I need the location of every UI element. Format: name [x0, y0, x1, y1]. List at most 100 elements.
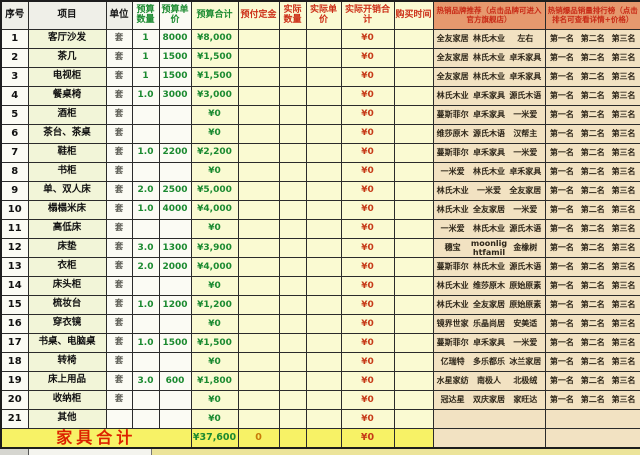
rank-link[interactable]: 第一名	[549, 33, 574, 43]
buy-time-cell[interactable]	[393, 199, 434, 220]
row-index-cell[interactable]: 16	[0, 313, 29, 334]
budget-total-cell[interactable]: ¥8,000	[190, 28, 239, 49]
brand-link[interactable]: 维莎原木	[436, 128, 469, 138]
brand-link[interactable]: 全友家居	[436, 33, 469, 43]
budget-qty-cell[interactable]	[131, 351, 160, 372]
sales-rank-cell[interactable]: 第一名 第二名 第三名	[544, 237, 640, 258]
unit-cell[interactable]: 套	[105, 85, 133, 106]
sales-rank-cell[interactable]: 第一名 第二名 第三名	[544, 142, 640, 163]
sales-rank-cell[interactable]: 第一名 第二名 第三名	[544, 123, 640, 144]
budget-qty-cell[interactable]: 1.0	[131, 332, 160, 353]
actual-price-cell[interactable]	[305, 389, 342, 410]
budget-qty-cell[interactable]: 1	[131, 28, 160, 49]
header-index[interactable]: 序号	[0, 0, 29, 30]
budget-qty-cell[interactable]	[131, 275, 160, 296]
budget-price-cell[interactable]: 1500	[158, 47, 192, 68]
brand-recommend-cell[interactable]: 林氏木业 全友家居 一米爱	[432, 199, 546, 220]
brand-recommend-cell[interactable]: 冠达星 双庆家居 家旺达	[432, 389, 546, 410]
sales-rank-cell[interactable]: 第一名 第二名 第三名	[544, 180, 640, 201]
budget-qty-cell[interactable]	[131, 123, 160, 144]
brand-link[interactable]: 南极人	[476, 376, 501, 386]
actual-total-cell[interactable]: ¥0	[340, 104, 395, 125]
footer-actual-total-cell[interactable]: ¥0	[340, 427, 395, 449]
header-buy-time[interactable]: 购买时间	[393, 0, 434, 30]
budget-total-cell[interactable]: ¥1,200	[190, 294, 239, 315]
actual-price-cell[interactable]	[305, 313, 342, 334]
rank-link[interactable]: 第一名	[549, 128, 574, 138]
buy-time-cell[interactable]	[393, 142, 434, 163]
buy-time-cell[interactable]	[393, 85, 434, 106]
rank-link[interactable]: 第三名	[611, 376, 636, 386]
rank-link[interactable]: 第三名	[611, 71, 636, 81]
header-actual-price[interactable]: 实际单价	[305, 0, 342, 30]
unit-cell[interactable]: 套	[105, 275, 133, 296]
actual-total-cell[interactable]: ¥0	[340, 47, 395, 68]
row-index-cell[interactable]: 3	[0, 66, 29, 87]
header-sales-ranking[interactable]: 热销爆品销量排行榜（点击排名可查看详情+价格）	[544, 0, 640, 30]
unit-cell[interactable]	[105, 408, 133, 429]
actual-total-cell[interactable]: ¥0	[340, 66, 395, 87]
brand-link[interactable]: 蔓斯菲尔	[436, 109, 469, 119]
rank-link[interactable]: 第三名	[611, 281, 636, 291]
rank-link[interactable]: 第三名	[611, 243, 636, 253]
row-index-cell[interactable]: 4	[0, 85, 29, 106]
rank-link[interactable]: 第一名	[549, 338, 574, 348]
actual-total-cell[interactable]: ¥0	[340, 313, 395, 334]
deposit-cell[interactable]	[237, 237, 280, 258]
brand-recommend-cell[interactable]: 一米爱 林氏木业 源氏木语	[432, 218, 546, 239]
item-name-cell[interactable]: 茶几	[27, 47, 107, 68]
item-name-cell[interactable]: 书柜	[27, 161, 107, 182]
actual-qty-cell[interactable]	[278, 408, 307, 429]
brand-recommend-cell[interactable]: 林氏木业 一米爱 全友家居	[432, 180, 546, 201]
budget-total-cell[interactable]: ¥1,500	[190, 47, 239, 68]
rank-link[interactable]: 第二名	[580, 243, 605, 253]
rank-link[interactable]: 第三名	[611, 90, 636, 100]
brand-recommend-cell[interactable]: 一米爱 林氏木业 卓禾家具	[432, 161, 546, 182]
brand-recommend-cell[interactable]: 林氏木业 维莎原木 原始原素	[432, 275, 546, 296]
actual-price-cell[interactable]	[305, 294, 342, 315]
budget-price-cell[interactable]	[158, 351, 192, 372]
budget-price-cell[interactable]: 2000	[158, 256, 192, 277]
rank-link[interactable]: 第三名	[611, 128, 636, 138]
rank-link[interactable]: 第三名	[611, 147, 636, 157]
budget-total-cell[interactable]: ¥0	[190, 313, 239, 334]
actual-total-cell[interactable]: ¥0	[340, 408, 395, 429]
rank-link[interactable]: 第二名	[580, 52, 605, 62]
sales-rank-cell[interactable]: 第一名 第二名 第三名	[544, 256, 640, 277]
row-index-cell[interactable]: 5	[0, 104, 29, 125]
budget-price-cell[interactable]: 1500	[158, 66, 192, 87]
buy-time-cell[interactable]	[393, 161, 434, 182]
rank-link[interactable]: 第二名	[580, 300, 605, 310]
deposit-cell[interactable]	[237, 389, 280, 410]
buy-time-cell[interactable]	[393, 28, 434, 49]
brand-link[interactable]: 左右	[517, 33, 534, 43]
budget-total-cell[interactable]: ¥1,500	[190, 66, 239, 87]
rank-link[interactable]: 第三名	[611, 300, 636, 310]
item-name-cell[interactable]: 茶台、茶桌	[27, 123, 107, 144]
actual-total-cell[interactable]: ¥0	[340, 332, 395, 353]
actual-total-cell[interactable]: ¥0	[340, 161, 395, 182]
brand-link[interactable]: 一米爱	[513, 338, 538, 348]
actual-total-cell[interactable]: ¥0	[340, 389, 395, 410]
rank-link[interactable]: 第一名	[549, 204, 574, 214]
buy-time-cell[interactable]	[393, 123, 434, 144]
footer-ranks-cell[interactable]	[544, 427, 640, 449]
brand-link[interactable]: 家旺达	[513, 395, 538, 405]
footer-brands-cell[interactable]	[432, 427, 546, 449]
brand-recommend-cell[interactable]: 蔓斯菲尔 卓禾家具 一米爱	[432, 332, 546, 353]
deposit-cell[interactable]	[237, 123, 280, 144]
brand-link[interactable]: 源氏木语	[472, 128, 505, 138]
row-index-cell[interactable]: 9	[0, 180, 29, 201]
unit-cell[interactable]: 套	[105, 294, 133, 315]
brand-recommend-cell[interactable]: 水星家纺 南极人 北极绒	[432, 370, 546, 391]
budget-total-cell[interactable]: ¥0	[190, 408, 239, 429]
brand-recommend-cell[interactable]: 蔓斯菲尔 卓禾家具 一米爱	[432, 104, 546, 125]
header-deposit[interactable]: 预付定金	[237, 0, 280, 30]
rank-link[interactable]: 第三名	[611, 262, 636, 272]
unit-cell[interactable]: 套	[105, 47, 133, 68]
brand-link[interactable]: 镜界世家	[436, 319, 469, 329]
rank-link[interactable]: 第二名	[580, 33, 605, 43]
brand-link[interactable]: 卓禾家具	[509, 52, 542, 62]
brand-link[interactable]: 林氏木业	[472, 52, 505, 62]
actual-price-cell[interactable]	[305, 85, 342, 106]
